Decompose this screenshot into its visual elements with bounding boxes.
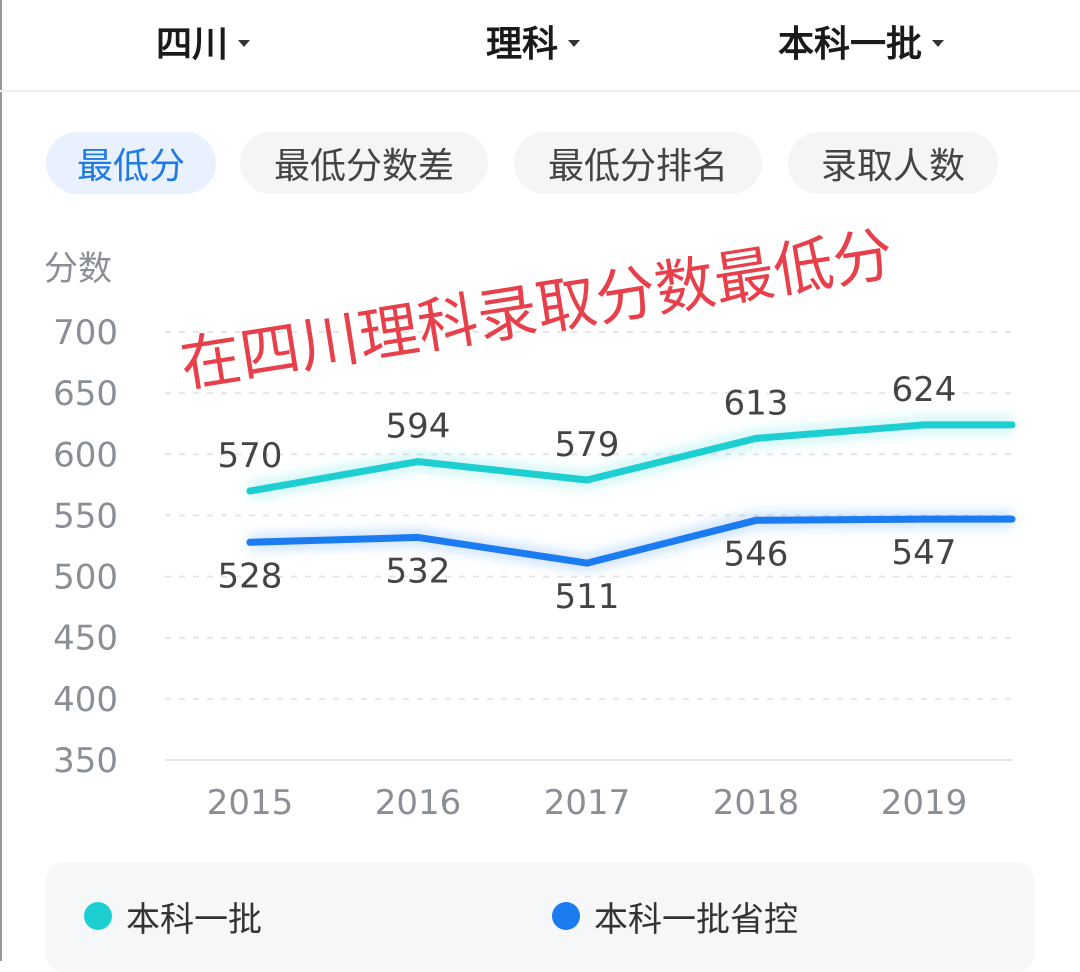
- subject-dropdown[interactable]: 理科: [486, 18, 581, 65]
- tab-admission-count-label: 录取人数: [820, 146, 965, 187]
- province-dropdown[interactable]: 四川: [156, 18, 251, 65]
- x-tick-label: 2016: [375, 783, 462, 823]
- data-point: [920, 515, 928, 523]
- tab-min-score-diff-label: 最低分数差: [273, 146, 454, 187]
- y-tick-label: 650: [53, 374, 118, 414]
- x-tick-label: 2015: [207, 783, 294, 823]
- x-tick-label: 2019: [881, 783, 968, 823]
- overlay-caption: 在四川理科录取分数最低分: [176, 219, 898, 401]
- chevron-down-icon: [238, 39, 251, 47]
- tab-min-score-rank-label: 最低分排名: [547, 146, 728, 187]
- subject-dropdown-label: 理科: [486, 24, 559, 65]
- tab-min-score-diff[interactable]: 最低分数差: [240, 132, 488, 194]
- chevron-down-icon: [932, 39, 945, 47]
- y-tick-label: 400: [53, 680, 118, 720]
- batch-dropdown-label: 本科一批: [778, 24, 923, 65]
- y-tick-label: 350: [53, 741, 118, 781]
- legend-item-batch1-control[interactable]: 本科一批省控: [552, 894, 798, 940]
- province-dropdown-label: 四川: [156, 24, 229, 65]
- tab-min-score-label: 最低分: [76, 146, 185, 187]
- line-chart: 分数 700 650 600 550 500 450 400 350 2015 2016 2017…: [44, 219, 1016, 823]
- series-line: [246, 515, 1016, 567]
- data-point: [752, 434, 760, 442]
- data-label: 532: [386, 551, 451, 591]
- y-tick-label: 450: [53, 619, 118, 659]
- y-tick-label: 500: [53, 558, 118, 598]
- series-glow: [248, 417, 1012, 498]
- data-label: 570: [218, 436, 283, 476]
- data-point: [246, 487, 254, 495]
- legend-label-batch1-control: 本科一批省控: [594, 899, 798, 940]
- data-label: 579: [555, 425, 620, 465]
- y-tick-label: 700: [53, 313, 118, 353]
- legend-label-batch1: 本科一批: [126, 899, 262, 940]
- data-label: 613: [724, 383, 789, 423]
- chevron-down-icon: [568, 39, 581, 47]
- chart-legend: 本科一批 本科一批省控: [46, 862, 1034, 972]
- data-label: 547: [892, 533, 957, 573]
- tab-min-score[interactable]: 最低分: [46, 132, 216, 194]
- data-label: 546: [724, 534, 789, 574]
- data-point: [752, 516, 760, 524]
- data-point: [920, 421, 928, 429]
- data-label: 528: [218, 556, 283, 596]
- data-point: [583, 476, 591, 484]
- x-tick-label: 2018: [713, 783, 800, 823]
- tab-admission-count[interactable]: 录取人数: [788, 132, 998, 194]
- series-line: [246, 421, 1016, 495]
- y-tick-label: 600: [53, 435, 118, 475]
- y-tick-label: 550: [53, 496, 118, 536]
- data-label: 624: [892, 370, 957, 410]
- x-tick-label: 2017: [544, 783, 631, 823]
- legend-item-batch1[interactable]: 本科一批: [84, 894, 262, 940]
- data-label: 594: [386, 407, 451, 447]
- legend-dot-cyan: [84, 902, 112, 930]
- data-label: 511: [555, 577, 620, 617]
- data-point: [414, 533, 422, 541]
- data-point: [246, 538, 254, 546]
- filter-bar: 四川 理科 本科一批: [0, 0, 1080, 92]
- batch-dropdown[interactable]: 本科一批: [778, 18, 945, 65]
- tab-min-score-rank[interactable]: 最低分排名: [514, 132, 762, 194]
- y-axis-title: 分数: [44, 249, 112, 289]
- window-edge: [0, 0, 2, 961]
- data-point: [414, 458, 422, 466]
- data-point: [583, 559, 591, 567]
- legend-dot-blue: [552, 902, 580, 930]
